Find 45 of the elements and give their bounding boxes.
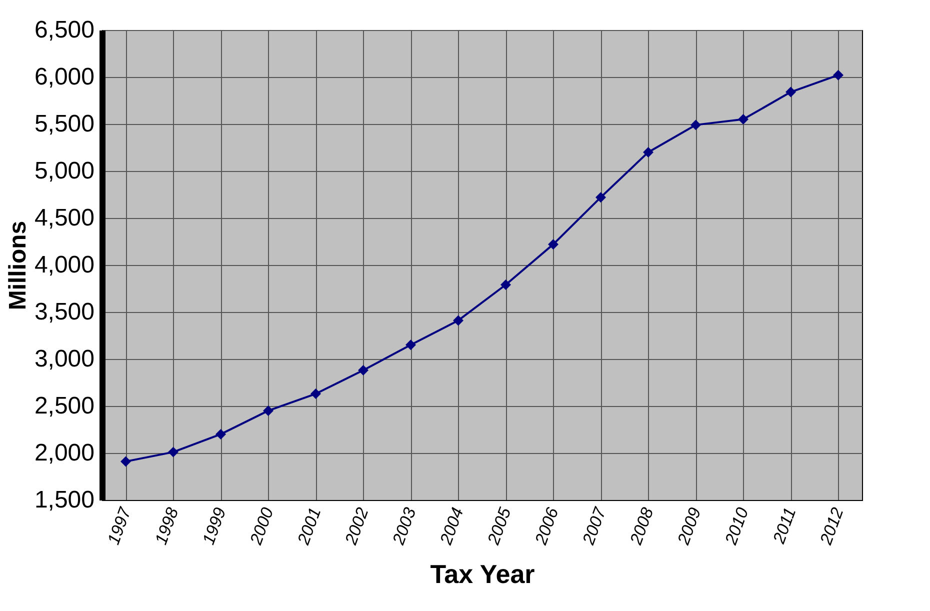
x-tick-label: 2000 xyxy=(246,504,278,548)
y-tick-label: 1,500 xyxy=(34,486,94,514)
point xyxy=(216,428,226,440)
point xyxy=(786,86,796,98)
y-tick-label: 4,000 xyxy=(34,252,94,278)
y-tick-label: 6,500 xyxy=(34,16,94,44)
y-tick-label: 2,000 xyxy=(34,440,94,466)
point xyxy=(168,446,178,458)
point xyxy=(310,388,321,400)
y-axis-title: Millions xyxy=(4,220,32,310)
point xyxy=(833,70,844,80)
x-tick-label: 2008 xyxy=(626,504,658,548)
point xyxy=(596,192,606,203)
x-tick-label: 2010 xyxy=(721,504,752,548)
x-tick-label: 1998 xyxy=(151,504,182,548)
point xyxy=(406,340,416,350)
y-tick-label: 4,500 xyxy=(34,204,94,232)
y-tick-label: 3,500 xyxy=(34,298,94,326)
x-axis-title: Tax Year xyxy=(430,558,535,589)
point xyxy=(358,365,368,376)
point xyxy=(453,315,464,326)
y-tick-label: 2,500 xyxy=(34,392,94,420)
x-tick-label: 2011 xyxy=(769,505,800,547)
x-tick-label: 2002 xyxy=(341,504,372,548)
point xyxy=(548,239,558,250)
x-tick-label: 2007 xyxy=(578,504,610,548)
x-tick-label: 2009 xyxy=(674,504,705,548)
point xyxy=(120,456,131,467)
x-tick-label: 2005 xyxy=(484,504,515,548)
x-tick-label: 2006 xyxy=(531,504,562,548)
x-tick-label: 2001 xyxy=(294,505,325,548)
y-tick-label: 5,000 xyxy=(34,158,94,184)
x-tick-label: 2012 xyxy=(816,504,848,548)
point xyxy=(500,279,511,290)
point xyxy=(738,114,748,125)
y-tick-label: 6,000 xyxy=(34,64,94,90)
point xyxy=(690,120,701,130)
y-tick-label: 5,500 xyxy=(34,110,94,138)
x-tick-label: 1997 xyxy=(104,504,135,548)
x-tick-label: 1999 xyxy=(198,504,230,548)
x-tick-label: 2003 xyxy=(388,504,420,548)
point xyxy=(643,146,654,158)
y-tick-label: 3,000 xyxy=(34,346,94,372)
x-tick-label: 2004 xyxy=(436,505,468,548)
point xyxy=(263,405,274,416)
